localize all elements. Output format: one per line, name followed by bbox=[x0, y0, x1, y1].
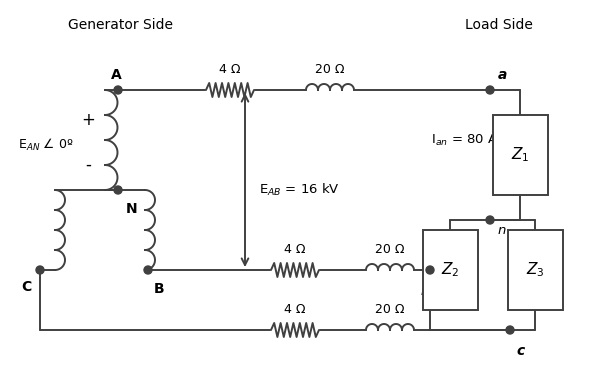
Text: N: N bbox=[126, 202, 137, 216]
Text: 4 Ω: 4 Ω bbox=[284, 303, 306, 316]
Text: C: C bbox=[22, 280, 32, 294]
Text: n: n bbox=[498, 224, 507, 237]
Circle shape bbox=[144, 266, 152, 274]
Text: b: b bbox=[421, 284, 431, 298]
Text: -: - bbox=[85, 156, 91, 174]
Bar bbox=[493, 115, 548, 195]
Text: Generator Side: Generator Side bbox=[68, 18, 173, 32]
Text: Load Side: Load Side bbox=[465, 18, 533, 32]
Circle shape bbox=[426, 266, 434, 274]
Bar bbox=[508, 230, 563, 310]
Text: B: B bbox=[154, 282, 165, 296]
Text: 4 Ω: 4 Ω bbox=[219, 63, 241, 76]
Circle shape bbox=[114, 186, 122, 194]
Circle shape bbox=[486, 216, 494, 224]
Text: A: A bbox=[110, 68, 121, 82]
Text: 20 Ω: 20 Ω bbox=[375, 243, 405, 256]
Circle shape bbox=[36, 266, 44, 274]
Text: +: + bbox=[81, 111, 95, 129]
Circle shape bbox=[486, 86, 494, 94]
Text: E$_{AB}$ = 16 kV: E$_{AB}$ = 16 kV bbox=[259, 182, 339, 198]
Circle shape bbox=[114, 86, 122, 94]
Text: c: c bbox=[516, 344, 524, 358]
Text: I$_{an}$ = 80 A: I$_{an}$ = 80 A bbox=[431, 132, 498, 147]
Text: $Z_3$: $Z_3$ bbox=[526, 261, 545, 279]
Text: a: a bbox=[498, 68, 507, 82]
Text: $Z_2$: $Z_2$ bbox=[441, 261, 459, 279]
Text: $Z_1$: $Z_1$ bbox=[511, 146, 529, 164]
Circle shape bbox=[506, 326, 514, 334]
Bar bbox=[423, 230, 478, 310]
Text: 4 Ω: 4 Ω bbox=[284, 243, 306, 256]
Text: 20 Ω: 20 Ω bbox=[375, 303, 405, 316]
Text: 20 Ω: 20 Ω bbox=[315, 63, 345, 76]
Text: E$_{AN}$ ∠ 0º: E$_{AN}$ ∠ 0º bbox=[18, 137, 74, 153]
